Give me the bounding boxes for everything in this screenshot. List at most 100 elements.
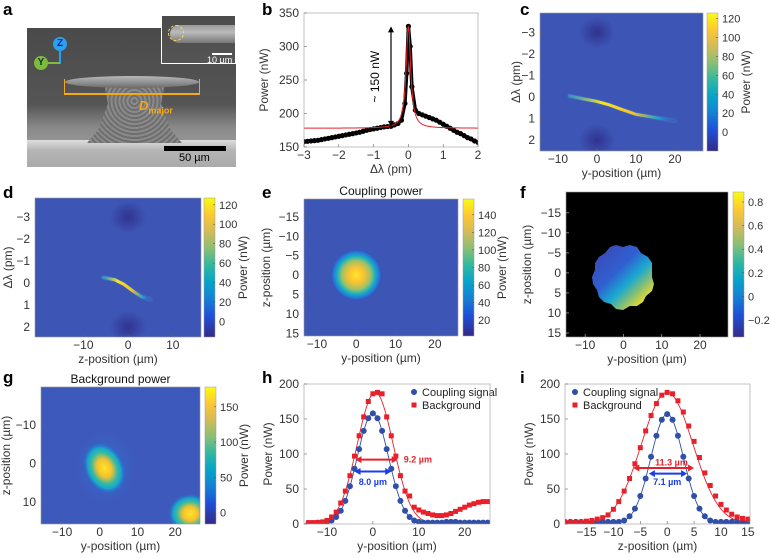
y-tick-label: 200 — [279, 107, 299, 121]
coupling-signal-point — [631, 505, 638, 512]
amplitude-label: ~ 150 nW — [368, 50, 382, 102]
legend-entry: Background — [422, 400, 481, 412]
chart-b: ~ 150 nW −3 −2 −1 0 1 2 150 200 250 300 350 Δλ (pm) P… — [257, 6, 482, 176]
colorbar-tick-label: 20 — [722, 108, 734, 120]
data-point — [475, 139, 478, 145]
fwhm-label: 9.2 µm — [404, 455, 432, 465]
y-tick-label: −5 — [547, 246, 561, 260]
y-tick-label: −3 — [16, 210, 30, 224]
y-axis-label: Power (nW) — [522, 422, 536, 485]
colorbar-tick-label: −0.2 — [748, 315, 770, 327]
x-tick-label: 0 — [353, 337, 360, 351]
x-tick-label: −3 — [297, 148, 311, 162]
phase-region — [592, 245, 654, 310]
dimension-tick-right — [199, 79, 200, 95]
y-axis-label: Power (nW) — [257, 48, 271, 111]
x-axis-label: y-position (µm) — [81, 539, 161, 553]
colorbar-tick-label: 0 — [748, 291, 754, 303]
y-tick-label: 10 — [23, 495, 37, 509]
background-point — [670, 391, 676, 397]
axes-frame — [303, 198, 459, 337]
chart-f: −0.2 0 0.2 0.4 0.6 0.8 −10 0 10 20 −15 −10 −5 0 5 10 15 y… — [520, 191, 770, 366]
arrow-head — [354, 468, 361, 475]
coupling-signal-point — [369, 410, 376, 417]
y-tick-label: 2 — [528, 133, 535, 147]
background-point — [718, 501, 724, 507]
arrow-head — [355, 456, 362, 464]
background-point — [466, 502, 472, 508]
colorbar-tick-label: 100 — [722, 33, 740, 45]
y-tick-label: 5 — [292, 287, 299, 301]
y-tick-label: 10 — [286, 307, 300, 321]
background-point — [443, 512, 449, 518]
background-point — [621, 488, 627, 494]
y-tick-label: 150 — [279, 412, 299, 426]
coupling-signal-point — [379, 427, 386, 434]
coupling-signal-point — [674, 432, 681, 439]
coupling-signal-point — [392, 483, 399, 490]
inset-micrograph: 10 µm — [161, 15, 236, 64]
colorbar-label: Power (nW) — [495, 236, 509, 299]
coupling-signal-point — [342, 497, 349, 504]
heatmap-background — [540, 13, 703, 151]
background-point — [420, 509, 426, 515]
background-point — [578, 519, 584, 524]
y-tick-label: 50 — [547, 482, 561, 496]
background-point — [664, 389, 670, 395]
x-tick-label: 20 — [668, 152, 682, 166]
coupling-signal-point — [475, 519, 482, 524]
fwhm-label: 8.0 µm — [359, 477, 387, 487]
legend-entry: Background — [583, 400, 642, 412]
background-point — [480, 499, 486, 505]
colorbar-tick-label: 0 — [220, 508, 226, 520]
y-tick-label: −10 — [16, 418, 37, 432]
background-point — [361, 414, 367, 420]
coupling-signal-point — [648, 453, 655, 460]
x-tick-label: 10 — [166, 338, 180, 352]
y-tick-label: 15 — [548, 326, 562, 340]
coupling-signal-point — [685, 475, 692, 482]
background-point — [707, 483, 713, 488]
colorbar — [706, 12, 719, 152]
colorbar — [732, 191, 745, 338]
arrow-head — [633, 464, 640, 472]
panel-label-e: e — [262, 183, 272, 202]
x-tick-label: −5 — [633, 525, 647, 539]
y-tick-label: 0 — [553, 517, 560, 531]
x-axis-label: y-position (µm) — [357, 539, 437, 553]
y-tick-label: 0 — [554, 266, 561, 280]
x-tick-label: 10 — [131, 525, 145, 539]
substrate — [27, 140, 236, 167]
y-axis-label: Power (nW) — [261, 422, 275, 485]
y-tick-label: −1 — [521, 69, 535, 83]
colorbar-tick-label: 80 — [219, 239, 231, 251]
y-tick-label: 100 — [279, 447, 299, 461]
colorbar-tick-label: 120 — [722, 14, 740, 26]
x-tick-label: −10 — [603, 525, 624, 539]
background-point — [333, 509, 339, 515]
inset-scale-bar-label: 10 µm — [207, 55, 233, 64]
colorbar-tick-label: 120 — [219, 200, 237, 212]
coupling-signal-point — [365, 415, 372, 422]
background-point — [471, 501, 477, 507]
inset-scale-bar — [212, 53, 232, 55]
coupling-signal-point — [411, 517, 418, 524]
background-point — [691, 438, 697, 444]
colorbar-tick-label: 100 — [220, 437, 238, 449]
coupling-signal-point — [723, 518, 730, 524]
background-point — [416, 507, 422, 513]
background-point — [365, 399, 371, 404]
x-tick-label: −10 — [317, 525, 338, 539]
background-point — [315, 520, 321, 524]
y-tick-label: 0 — [292, 517, 299, 531]
y-tick-label: 10 — [548, 306, 562, 320]
background-point — [338, 500, 344, 506]
coupling-signal-point — [356, 446, 363, 453]
resonance-streak — [101, 276, 152, 302]
y-tick-label: −3 — [521, 25, 535, 39]
background-point — [610, 506, 616, 512]
x-tick-label: −10 — [52, 525, 73, 539]
coupling-signal-point — [696, 505, 703, 512]
